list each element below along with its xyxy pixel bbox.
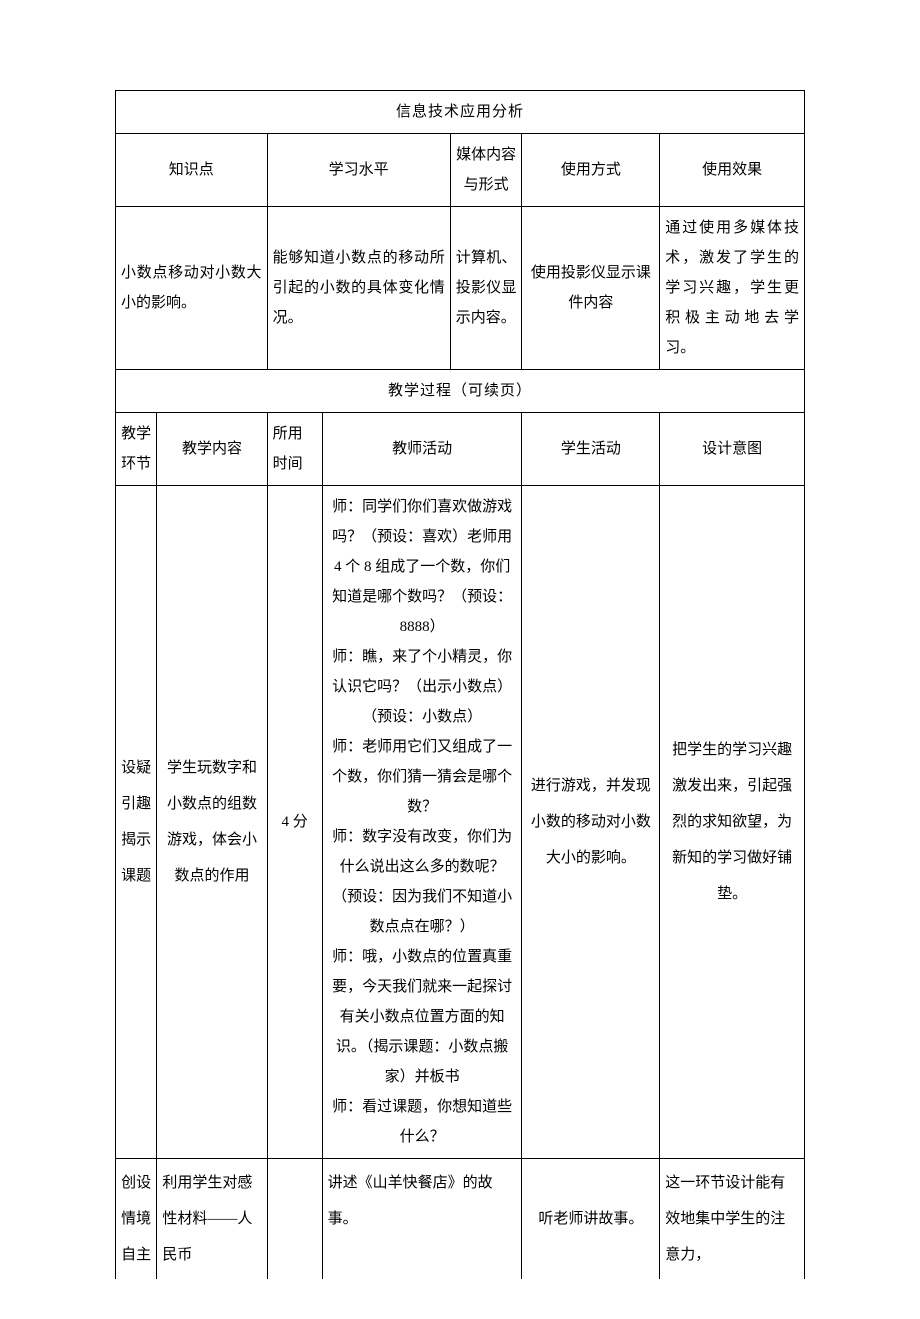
cell-level: 能够知道小数点的移动所引起的小数的具体变化情况。 [267,207,450,370]
cell-content-2: 利用学生对感性材料——人民币 [157,1159,267,1280]
process-title: 教学过程（可续页） [116,370,805,413]
process-header-row: 教学环节 教学内容 所用时间 教师活动 学生活动 设计意图 [116,413,805,486]
process-row-1: 设疑引趣揭示课题 学生玩数字和小数点的组数游戏，体会小数点的作用 4 分 师：同… [116,486,805,1159]
col-knowledge: 知识点 [116,134,268,207]
col-media: 媒体内容与形式 [450,134,522,207]
cell-phase-1: 设疑引趣揭示课题 [116,486,157,1159]
cell-student-2: 听老师讲故事。 [522,1159,660,1280]
cell-time-1: 4 分 [267,486,322,1159]
cell-knowledge: 小数点移动对小数大小的影响。 [116,207,268,370]
col-phase: 教学环节 [116,413,157,486]
analysis-data-row: 小数点移动对小数大小的影响。 能够知道小数点的移动所引起的小数的具体变化情况。 … [116,207,805,370]
cell-effect: 通过使用多媒体技术，激发了学生的学习兴趣，学生更积极主动地去学习。 [660,207,805,370]
lesson-plan-table: 信息技术应用分析 知识点 学习水平 媒体内容与形式 使用方式 使用效果 小数点移… [115,90,805,1279]
col-level: 学习水平 [267,134,450,207]
cell-teacher-2: 讲述《山羊快餐店》的故事。 [322,1159,522,1280]
cell-media: 计算机、投影仪显示内容。 [450,207,522,370]
cell-content-1: 学生玩数字和小数点的组数游戏，体会小数点的作用 [157,486,267,1159]
cell-phase-2: 创设情境自主 [116,1159,157,1280]
analysis-header-row: 知识点 学习水平 媒体内容与形式 使用方式 使用效果 [116,134,805,207]
col-intent: 设计意图 [660,413,805,486]
col-usage: 使用方式 [522,134,660,207]
cell-intent-2: 这一环节设计能有效地集中学生的注意力， [660,1159,805,1280]
cell-time-2 [267,1159,322,1280]
col-teacher: 教师活动 [322,413,522,486]
col-student: 学生活动 [522,413,660,486]
analysis-title: 信息技术应用分析 [116,91,805,134]
col-time: 所用时间 [267,413,322,486]
cell-teacher-1: 师：同学们你们喜欢做游戏吗？（预设：喜欢）老师用 4 个 8 组成了一个数，你们… [322,486,522,1159]
cell-usage: 使用投影仪显示课件内容 [522,207,660,370]
cell-intent-1: 把学生的学习兴趣激发出来，引起强烈的求知欲望，为新知的学习做好铺垫。 [660,486,805,1159]
cell-student-1: 进行游戏，并发现小数的移动对小数大小的影响。 [522,486,660,1159]
col-content: 教学内容 [157,413,267,486]
process-row-2: 创设情境自主 利用学生对感性材料——人民币 讲述《山羊快餐店》的故事。 听老师讲… [116,1159,805,1280]
col-effect: 使用效果 [660,134,805,207]
